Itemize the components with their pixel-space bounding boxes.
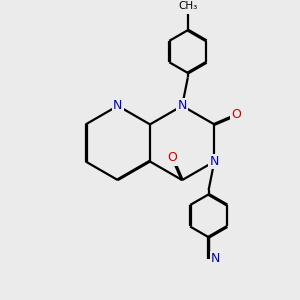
Text: O: O: [168, 151, 178, 164]
Text: N: N: [178, 99, 187, 112]
Text: O: O: [232, 108, 242, 121]
Text: N: N: [113, 99, 122, 112]
Text: CH₃: CH₃: [178, 1, 197, 11]
Text: N: N: [210, 155, 219, 168]
Text: N: N: [211, 252, 220, 265]
